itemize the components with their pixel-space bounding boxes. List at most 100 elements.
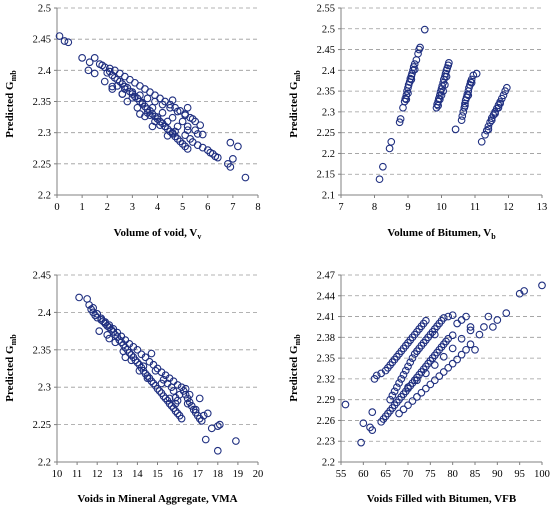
data-point [404, 383, 412, 392]
y-tick-label: 2.3 [38, 383, 51, 394]
data-point [407, 75, 416, 84]
data-point [461, 101, 469, 110]
y-tick-label: 2.44 [317, 291, 336, 302]
data-point [404, 401, 412, 410]
data-point [399, 103, 407, 112]
data-point [464, 91, 473, 100]
data-point [392, 383, 401, 392]
data-point [137, 350, 146, 359]
data-point [448, 359, 457, 368]
data-point [439, 368, 448, 376]
data-point [105, 334, 114, 343]
data-point [128, 93, 137, 102]
x-tick-label: 20 [253, 469, 264, 480]
data-point [417, 388, 426, 397]
data-point [197, 417, 206, 425]
y-axis-title-subscript: mb [9, 334, 18, 346]
data-point [78, 54, 86, 62]
data-point [402, 95, 411, 104]
x-axis-title-subscript: v [197, 232, 201, 241]
x-tick-label: 10 [52, 469, 63, 480]
data-point [203, 146, 212, 154]
data-point [213, 153, 222, 162]
data-point [173, 135, 182, 143]
data-point [368, 408, 377, 416]
data-point [84, 66, 93, 75]
data-point [121, 353, 130, 362]
x-axis-title: Volume of Bitumen, Vb [387, 227, 496, 241]
data-point [136, 110, 144, 118]
y-tick-label: 2.45 [317, 45, 335, 56]
data-point [165, 399, 174, 408]
data-point [177, 414, 186, 423]
data-point [457, 116, 466, 125]
data-point [457, 316, 466, 324]
data-point [141, 369, 150, 378]
scatter-panel-3: 2.2 2.25 2.3 2.35 2.4 2.45 10 11 12 13 14 15 16 17 18 1… [4, 271, 263, 506]
data-point [439, 314, 448, 322]
data-point [163, 131, 172, 140]
y-tick-label: 2.15 [317, 170, 335, 181]
data-point [484, 125, 493, 134]
y-tick-label: 2.25 [33, 159, 51, 170]
x-tick-label: 8 [372, 202, 377, 213]
data-point [181, 390, 190, 399]
data-point [177, 383, 186, 392]
data-point [466, 323, 475, 331]
data-point [105, 323, 114, 332]
data-point [484, 312, 493, 321]
data-point [191, 117, 200, 126]
data-point [226, 138, 235, 147]
y-tick-label: 2.3 [38, 128, 51, 139]
scatter-panel-2: 2.1 2.15 2.2 2.25 2.3 2.35 2.4 2.45 2.5 2.55 7 8 9 10… [288, 4, 547, 242]
data-point [481, 130, 489, 139]
data-point [422, 369, 430, 378]
x-tick-label: 70 [403, 469, 414, 480]
y-tick-label: 2.2 [322, 149, 335, 160]
data-point [457, 334, 466, 343]
data-point [158, 100, 167, 109]
data-point [453, 355, 461, 364]
data-point [379, 162, 387, 171]
data-point [430, 376, 439, 385]
data-point [115, 336, 124, 344]
x-tick-label: 95 [514, 469, 525, 480]
data-point [90, 69, 99, 78]
data-point [178, 117, 187, 126]
data-point [93, 310, 102, 318]
data-point [475, 330, 484, 339]
data-point [453, 319, 461, 328]
data-point [183, 145, 192, 153]
data-point [416, 43, 424, 52]
y-axis-title-subscript: mb [293, 334, 302, 346]
scatter-panel-1: 2.2 2.25 2.3 2.35 2.4 2.45 2.5 0 1 2 3 4 5 6 7 8 Volume … [4, 4, 261, 242]
y-tick-label: 2.4 [322, 66, 336, 77]
data-point [118, 90, 127, 98]
data-point [451, 125, 460, 134]
data-point [108, 85, 117, 93]
y-axis-title: Predicted Gmb [288, 70, 302, 138]
data-point [435, 372, 444, 380]
data-point [111, 338, 120, 347]
y-axis-title-subscript: mb [293, 70, 302, 82]
y-tick-label: 2.45 [33, 35, 51, 46]
x-tick-label: 11 [72, 469, 82, 480]
data-point [183, 103, 192, 112]
data-point [435, 95, 444, 104]
data-point [430, 330, 439, 339]
data-point [156, 121, 164, 130]
data-point [89, 304, 98, 312]
data-point [484, 122, 493, 131]
x-tick-label: 17 [192, 469, 203, 480]
x-tick-label: 10 [436, 202, 447, 213]
data-point [115, 77, 124, 86]
data-point [168, 113, 177, 122]
data-point [396, 115, 405, 123]
data-point [203, 409, 212, 418]
data-point [166, 103, 174, 112]
data-point [444, 312, 453, 321]
data-point [502, 83, 511, 92]
x-tick-label: 19 [233, 469, 244, 480]
data-point [375, 175, 384, 184]
